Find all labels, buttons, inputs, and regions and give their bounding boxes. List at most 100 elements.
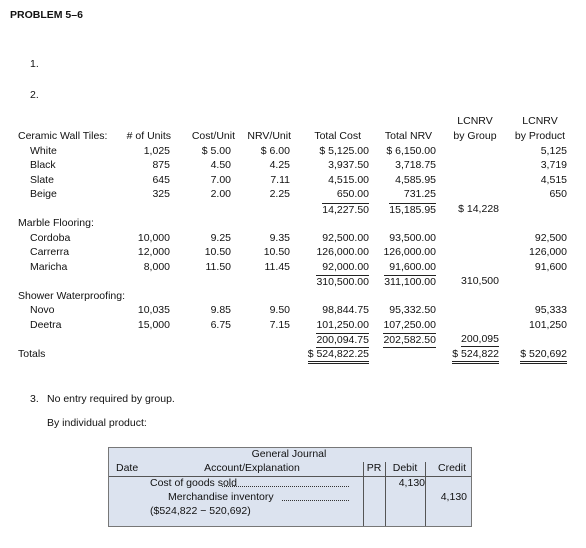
cell: 11.50 [205,260,232,273]
title: PROBLEM 5–6 [10,9,83,21]
col-header: # of Units [126,130,171,142]
cell: 4,585.95 [395,173,436,186]
subtotal: 200,095 [461,333,499,347]
cell: 4,515 [540,173,567,186]
leader-dots [282,500,349,501]
cell: 11.45 [264,260,291,273]
cell: 4,515.00 [328,173,369,186]
item-name: Black [30,159,56,171]
cell: 8,000 [143,260,170,273]
cell: 4.25 [269,159,290,171]
cell: 91,600.00 [389,260,436,273]
subtotal: 15,185.95 [389,202,436,216]
group-name: Ceramic Wall Tiles: [18,130,108,142]
cell: 3,719 [540,159,567,171]
cell: 15,000 [137,318,170,331]
cell: 92,500.00 [322,231,369,244]
cell: 93,500.00 [389,231,436,244]
cell: 92,000.00 [322,260,369,273]
cell: 5,125 [540,144,567,157]
subtotal: 310,500 [461,275,499,287]
rule [363,462,364,526]
subtotal: 202,582.50 [383,333,436,348]
rule [425,462,426,526]
cell: 92,500 [534,231,567,244]
cell: 10.50 [204,246,231,258]
item-name: Beige [30,188,57,200]
item-name: White [30,144,57,157]
cell: 95,332.50 [389,304,436,316]
journal-account: Cost of goods sold [150,477,237,489]
total: $ 524,822.25 [307,348,369,364]
cell: 2.25 [269,188,290,200]
subtotal: $ 14,228 [458,202,499,215]
journal-header: Credit [437,462,466,474]
subtotal: 14,227.50 [322,202,369,216]
item-number: 2. [30,89,39,101]
total: $ 520,692 [520,348,567,364]
cell: 9.35 [269,231,290,244]
cell: 1,025 [143,144,170,157]
cell: 3,937.50 [328,159,369,171]
cell: $ 6,150.00 [386,144,436,157]
cell: 10,000 [137,231,170,244]
cell: 875 [152,159,170,171]
col-header: by Group [453,130,497,142]
item-name: Carrerra [30,246,70,258]
cell: 10.50 [263,246,290,258]
item-number: 1. [30,58,39,70]
cell: 126,000.00 [383,246,436,258]
col-header: LCNRV [522,115,558,127]
col-header: LCNRV [457,115,493,127]
cell: $ 5,125.00 [319,144,369,157]
journal-header: Debit [392,462,418,474]
subtotal: 311,100.00 [384,275,436,288]
col-header: NRV/Unit [247,130,291,142]
journal-credit: 4,130 [440,491,467,503]
cell: 650.00 [336,188,369,200]
item-name: Slate [30,173,54,186]
item-number: 3. [30,393,39,405]
cell: 9.85 [210,304,231,316]
cell: 7.00 [210,173,231,186]
cell: 7.11 [270,173,290,186]
item-name: Cordoba [30,231,71,244]
cell: 12,000 [137,246,170,258]
journal-header: PR [366,462,382,474]
cell: 9.50 [269,304,290,316]
journal-account: Merchandise inventory [168,491,274,503]
subtotal: 200,094.75 [316,333,369,348]
cell: 2.00 [210,188,231,200]
note: No entry required by group. [47,393,175,405]
cell: 6.75 [210,318,231,331]
cell: $ 5.00 [201,144,231,157]
col-header: Total NRV [384,130,432,142]
journal-box [108,447,472,527]
cell: 101,250 [529,318,567,331]
cell: 4.50 [210,159,231,171]
journal-header: Account/Explanation [204,462,300,474]
cell: 98,844.75 [322,304,369,316]
cell: 95,333 [534,304,567,316]
totals-label: Totals [18,347,46,360]
group-name: Shower Waterproofing: [18,289,125,302]
journal-account: ($524,822 − 520,692) [150,505,251,517]
cell: 9.25 [210,231,231,244]
subtotal: 310,500.00 [316,275,369,288]
item-name: Maricha [30,260,68,273]
col-header: Total Cost [314,130,361,142]
col-header: Cost/Unit [191,130,235,142]
cell: 645 [152,173,170,186]
item-name: Novo [30,304,55,316]
rule [109,476,471,477]
cell: 731.25 [403,188,436,200]
cell: 7.15 [269,318,290,331]
note: By individual product: [47,417,147,429]
cell: $ 6.00 [260,144,290,157]
total: $ 524,822 [452,348,499,364]
journal-header: Date [116,462,139,474]
cell: 650 [549,188,567,200]
cell: 3,718.75 [395,159,436,171]
cell: 126,000 [529,246,567,258]
